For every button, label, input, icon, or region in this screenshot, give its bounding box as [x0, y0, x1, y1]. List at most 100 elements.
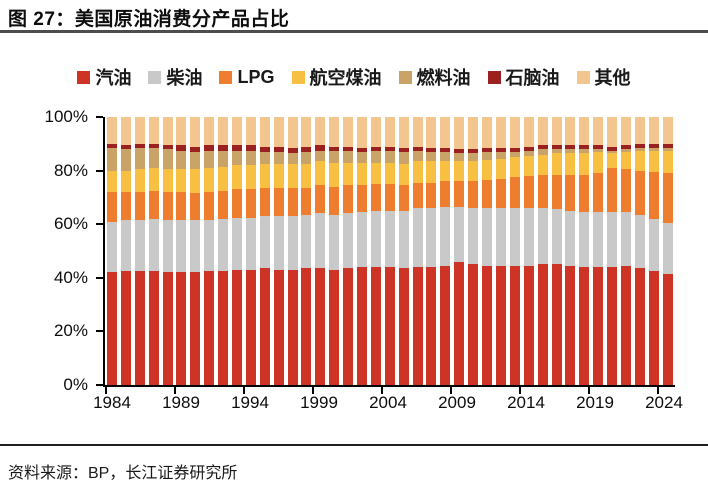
y-tick-mark [96, 330, 103, 333]
bar-segment [134, 117, 145, 144]
bar-segment [482, 117, 493, 148]
bar-segment [245, 189, 256, 218]
bar-2001 [343, 117, 354, 385]
bar-segment [259, 163, 270, 189]
bar-segment [162, 149, 173, 170]
bar-segment [370, 267, 381, 385]
bar-segment [343, 185, 354, 214]
x-tick-label: 1999 [300, 393, 338, 412]
legend-item-0: 汽油 [77, 64, 131, 90]
bar-2021 [620, 117, 631, 385]
y-tick-mark [96, 169, 103, 172]
bar-segment [468, 153, 479, 162]
bar-segment [107, 147, 117, 171]
bar-segment [523, 208, 534, 266]
bar-segment [398, 163, 409, 186]
bar-segment [176, 150, 187, 170]
y-tick-mark [96, 276, 103, 279]
bar-2015 [537, 117, 548, 385]
bar-segment [162, 169, 173, 193]
bar-segment [648, 171, 659, 219]
bar-segment [204, 271, 215, 385]
bar-segment [357, 185, 368, 213]
bar-segment [287, 117, 298, 148]
legend-label: 石脑油 [505, 68, 560, 88]
bar-segment [440, 147, 451, 152]
bar-segment [648, 117, 659, 144]
bar-segment [162, 272, 173, 385]
bar-segment [509, 265, 520, 385]
bar-segment [190, 151, 201, 170]
bar-segment [259, 188, 270, 217]
bar-segment [384, 210, 395, 268]
bar-2017 [565, 117, 576, 385]
bar-segment [537, 145, 548, 150]
bar-segment [343, 213, 354, 269]
bar-segment [370, 210, 381, 268]
bar-segment [301, 188, 312, 215]
bar-segment [648, 150, 659, 172]
bar-segment [176, 145, 187, 151]
bar-2002 [357, 117, 368, 385]
x-tick-label: 2019 [576, 393, 614, 412]
bar-segment [495, 208, 506, 266]
bar-segment [662, 150, 673, 174]
bar-segment [204, 150, 215, 168]
bar-segment [398, 268, 409, 385]
bar-segment [565, 145, 576, 150]
bar-segment [495, 265, 506, 385]
stacked-bar-plot-area [103, 117, 675, 387]
bar-segment [648, 271, 659, 385]
bar-segment [218, 190, 229, 219]
bar-segment [440, 265, 451, 385]
bar-segment [190, 146, 201, 152]
bar-segment [426, 117, 437, 148]
bar-segment [454, 161, 465, 182]
bar-segment [426, 182, 437, 209]
bar-segment [190, 117, 201, 147]
bar-segment [523, 155, 534, 176]
bar-segment [218, 218, 229, 272]
bar-segment [509, 208, 520, 266]
bar-segment [426, 147, 437, 152]
bar-segment [218, 117, 229, 146]
bar-segment [245, 150, 256, 166]
bar-segment [662, 143, 673, 148]
legend-item-5: 石脑油 [487, 64, 560, 90]
bar-segment [259, 146, 270, 152]
bar-segment [523, 117, 534, 147]
bar-segment [662, 273, 673, 385]
legend-item-1: 柴油 [148, 64, 202, 90]
legend-item-4: 燃料油 [398, 64, 471, 90]
bar-segment [134, 143, 145, 148]
x-tick-label: 2024 [645, 393, 683, 412]
y-tick-mark [96, 116, 103, 118]
bar-segment [398, 151, 409, 164]
legend-swatch-icon [148, 70, 162, 84]
x-tick-label: 1989 [162, 393, 200, 412]
x-tick-mark [105, 387, 107, 394]
bar-segment [301, 214, 312, 269]
bar-1990 [190, 117, 201, 385]
figure-title: 图 27：美国原油消费分产品占比 [8, 9, 290, 30]
bar-segment [551, 117, 562, 146]
bar-segment [426, 151, 437, 162]
bar-segment [162, 117, 173, 146]
bar-segment [565, 174, 576, 211]
bar-segment [648, 147, 659, 151]
bar-segment [162, 145, 173, 150]
bar-segment [634, 150, 645, 171]
bar-segment [620, 145, 631, 150]
bar-segment [509, 117, 520, 148]
bar-segment [259, 268, 270, 385]
x-tick-mark [657, 387, 659, 394]
x-tick-mark [519, 387, 521, 394]
bar-segment [301, 117, 312, 147]
bar-segment [218, 150, 229, 167]
bar-segment [245, 145, 256, 151]
bar-segment [579, 145, 590, 150]
bar-segment [204, 167, 215, 193]
bar-2004 [384, 117, 395, 385]
y-tick-mark [96, 223, 103, 226]
bar-segment [315, 145, 326, 151]
